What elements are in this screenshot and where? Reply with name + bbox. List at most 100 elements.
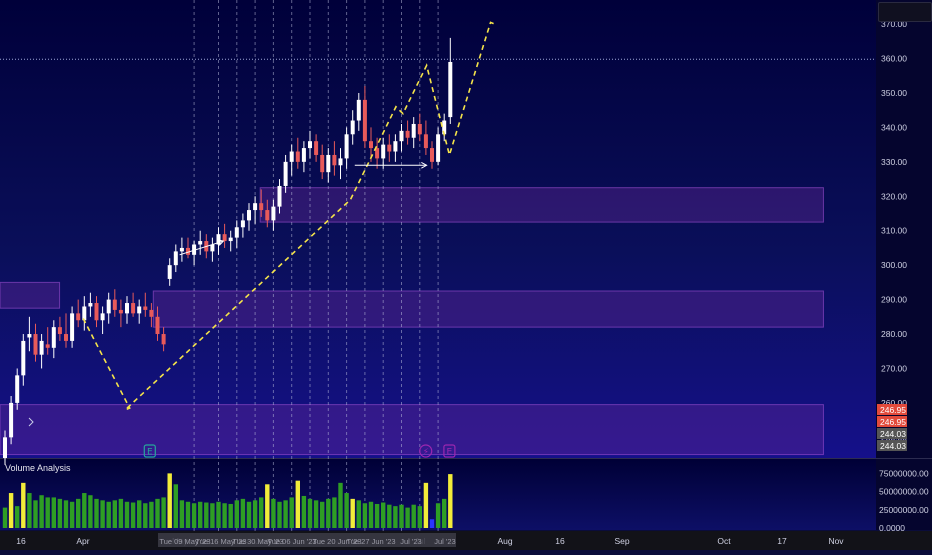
candle-39 <box>240 213 245 238</box>
candle-20 <box>125 296 129 324</box>
volume-bar-0 <box>2 507 8 528</box>
candle-28 <box>173 244 178 273</box>
volume-bar-6 <box>39 495 44 528</box>
chevron-right-icon <box>28 417 34 427</box>
volume-tick-0: 75000000.00 <box>879 468 929 478</box>
time-label-9: 17 <box>777 536 787 546</box>
candle-68 <box>417 113 422 142</box>
event-marker-0[interactable]: E <box>143 444 156 458</box>
candles-layer <box>3 37 453 465</box>
candle-35 <box>216 227 221 255</box>
candle-21 <box>131 292 136 317</box>
candle-body-19 <box>118 309 123 314</box>
price-tick-7: 300.00 <box>881 260 907 270</box>
candle-11 <box>70 306 75 348</box>
candle-65 <box>399 123 404 152</box>
event-marker-label-2: E <box>447 448 453 458</box>
candle-73 <box>448 37 453 124</box>
event-marker-1[interactable]: ⚡ <box>419 444 433 458</box>
candle-body-12 <box>76 313 81 321</box>
volume-bar-14 <box>88 495 93 528</box>
candle-body-49 <box>301 148 306 162</box>
volume-bar-73 <box>448 474 453 528</box>
candle-2 <box>15 368 20 410</box>
candle-63 <box>387 134 392 162</box>
volume-bar-22 <box>137 500 142 528</box>
price-label-bg-3 <box>877 440 907 451</box>
candle-body-43 <box>265 210 270 221</box>
candle-0 <box>3 430 7 465</box>
candle-body-50 <box>308 141 312 149</box>
candle-23 <box>143 292 148 317</box>
session-label-3: Tue 06 Jun '23 <box>267 537 316 546</box>
candle-body-38 <box>234 227 239 238</box>
volume-bar-21 <box>130 502 136 528</box>
volume-bar-2 <box>15 506 20 528</box>
volume-bar-49 <box>301 495 307 528</box>
price-tick-5: 320.00 <box>881 191 907 201</box>
top-right-box[interactable] <box>878 2 932 22</box>
candle-44 <box>271 199 276 231</box>
volume-tick-3: 0.0000 <box>879 523 905 533</box>
candle-46 <box>283 154 288 193</box>
candle-15 <box>94 296 99 328</box>
markers-layer[interactable]: E ⚡ E <box>143 444 456 458</box>
volume-bar-39 <box>240 498 246 528</box>
session-label-6: Jul '23 <box>400 537 421 546</box>
candle-body-14 <box>88 303 93 307</box>
volume-bar-27 <box>167 473 172 528</box>
candle-29 <box>179 237 184 262</box>
candle-67 <box>411 117 416 149</box>
candle-18 <box>112 289 117 317</box>
volume-bar-50 <box>307 498 313 528</box>
candle-body-64 <box>393 141 398 152</box>
candle-47 <box>289 144 294 176</box>
candle-49 <box>301 141 306 173</box>
candle-22 <box>137 299 142 324</box>
volume-bar-35 <box>216 501 221 528</box>
candle-body-39 <box>240 220 245 228</box>
volume-tick-1: 50000000.00 <box>879 487 929 497</box>
candle-body-0 <box>3 437 7 458</box>
volume-bar-56 <box>344 493 349 528</box>
candle-19 <box>118 299 123 328</box>
candle-body-23 <box>143 306 148 310</box>
volume-bar-57 <box>350 498 355 528</box>
axis-layer: 370.00 360.00 350.00 340.00 330.00 320.00 310.… <box>16 19 929 547</box>
candle-body-55 <box>338 158 343 166</box>
event-marker-circle-1 <box>419 444 433 458</box>
candle-body-30 <box>186 247 190 255</box>
candle-51 <box>314 134 319 162</box>
volume-bar-19 <box>118 498 124 528</box>
event-marker-2[interactable]: E <box>443 444 456 458</box>
candle-body-36 <box>222 234 227 242</box>
candle-37 <box>228 230 233 252</box>
candle-body-11 <box>70 313 75 341</box>
volume-bar-69 <box>423 482 429 528</box>
volume-bar-10 <box>63 500 69 528</box>
price-label-3: 244.03 <box>877 440 907 451</box>
candle-body-56 <box>344 134 349 159</box>
candle-38 <box>234 220 239 248</box>
drawings-layer[interactable] <box>28 21 496 427</box>
candle-body-3 <box>21 340 26 376</box>
candle-body-37 <box>228 237 233 242</box>
session-label-7: Jul '23 <box>434 537 455 546</box>
event-marker-box-2 <box>443 444 456 458</box>
candle-body-57 <box>350 120 355 135</box>
time-label-0: 16 <box>16 536 26 546</box>
candle-body-26 <box>161 334 166 345</box>
candle-8 <box>51 320 56 359</box>
candle-body-31 <box>192 244 197 255</box>
volume-bar-16 <box>100 500 105 528</box>
price-tick-0: 370.00 <box>881 19 907 29</box>
candle-32 <box>198 230 203 255</box>
price-tick-6: 310.00 <box>881 226 907 236</box>
volume-bar-61 <box>374 503 380 528</box>
candle-body-4 <box>27 334 32 338</box>
volume-bar-40 <box>246 501 252 528</box>
volume-bar-66 <box>405 507 410 528</box>
candle-body-70 <box>430 148 434 162</box>
